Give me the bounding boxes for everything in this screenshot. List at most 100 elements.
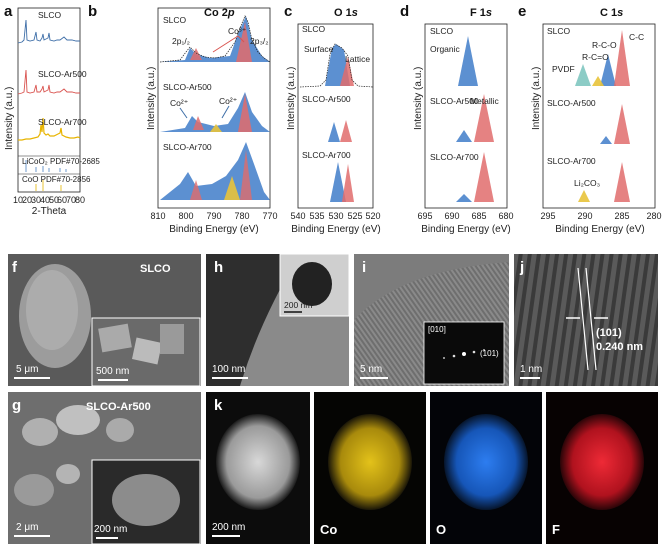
c-xtick: 540: [290, 211, 305, 221]
c-ann-lattice: Lattice: [345, 54, 370, 64]
e-xtick: 280: [646, 211, 661, 221]
h-particle-edge: [206, 254, 300, 386]
b-ann-co2a: Co²⁺: [170, 98, 188, 108]
a-label-slco: SLCO: [38, 10, 62, 20]
e-ann-li2co3: Li₂CO₃: [574, 178, 600, 188]
c-ann-surface: Surface: [304, 44, 334, 54]
a-xtick: 20: [22, 195, 32, 205]
i-fft-spot: [472, 350, 476, 354]
j-lattice-image: [514, 254, 658, 386]
panel-e-title: C 1s: [600, 7, 623, 19]
panel-b-ylabel: Intensity (a.u.): [146, 67, 157, 130]
d-label-slco: SLCO: [430, 26, 454, 36]
g-particle: [22, 418, 58, 446]
d-ann-organic: Organic: [430, 44, 461, 54]
d-xtick: 680: [498, 211, 513, 221]
b-peak-ar500-co2: [210, 124, 222, 132]
h-inset-particle: [292, 262, 332, 306]
panel-c-label: c: [284, 3, 292, 20]
e-xtick: 290: [577, 211, 592, 221]
a-curve-ar700: [18, 117, 81, 141]
i-fft-spot: [483, 349, 485, 351]
b-xtick: 790: [206, 211, 221, 221]
g-inset-scale-label: 200 nm: [94, 524, 127, 535]
b-xtick: 800: [178, 211, 193, 221]
d-xtick: 695: [417, 211, 432, 221]
e-peak-pvdf: [575, 64, 591, 86]
a-ref-coo-sticks: [35, 180, 62, 191]
e-ann-rco: R-C-O: [592, 40, 617, 50]
panel-c-frame: [297, 23, 374, 209]
d-peak-ar700-metallic: [474, 152, 494, 202]
i-scale-label: 5 nm: [360, 364, 382, 375]
panel-e-frame: [542, 23, 656, 209]
b-peak-ar500-co3: [193, 94, 252, 132]
panel-a-xlabel: 2-Theta: [32, 206, 67, 217]
d-peak-ar500-organic: [456, 130, 472, 142]
a-ref1-label: LiCoO₂ PDF#70-2685: [22, 157, 100, 166]
e-peak-ar700-cc: [614, 162, 630, 202]
c-xtick: 530: [328, 211, 343, 221]
panel-g: g SLCO-Ar500 2 μm 200 nm: [8, 392, 201, 545]
j-plane-label: (101): [596, 327, 622, 339]
c-label-ar500: SLCO-Ar500: [302, 94, 351, 104]
b-arrow-co2b: [221, 105, 230, 119]
j-scale-label: 1 nm: [520, 364, 542, 375]
panel-a-ylabel: Intensity (a.u.): [4, 87, 15, 150]
j-spacing-label: 0.240 nm: [596, 341, 643, 353]
d-peak-slco-organic: [458, 36, 478, 86]
d-label-ar500: SLCO-Ar500: [430, 96, 479, 106]
e-peak-ar500-cc: [614, 104, 630, 144]
c-label-slco: SLCO: [302, 24, 326, 34]
panel-b-title: Co 2p: [204, 7, 235, 19]
b-ann-co2b: Co²⁺: [219, 96, 237, 106]
a-xtick: 10: [13, 195, 23, 205]
f-inset-scale-label: 500 nm: [96, 366, 129, 377]
panel-b: b Co 2p Intensity (a.u.) 810 800 790 780…: [88, 3, 278, 235]
e-peak-ar500-rco: [600, 136, 612, 144]
panel-d-label: d: [400, 3, 409, 20]
b-label-slco: SLCO: [163, 15, 187, 25]
e-ann-rcoo: R-C=O: [582, 52, 609, 62]
panel-d-title: F 1s: [470, 7, 492, 19]
b-arrow-co3-a: [212, 35, 239, 53]
k-scale-label: 200 nm: [212, 522, 245, 533]
panel-e: e C 1s Intensity (a.u.) 295 290 285 280 …: [518, 3, 662, 235]
d-peak-ar700-organic: [456, 194, 472, 202]
a-label-ar700: SLCO-Ar700: [38, 117, 87, 127]
panel-b-xlabel: Binding Energy (eV): [169, 224, 259, 235]
panel-e-xlabel: Binding Energy (eV): [555, 224, 645, 235]
panel-c-xlabel: Binding Energy (eV): [291, 224, 381, 235]
panel-d: d F 1s Intensity (a.u.) 695 690 685 680 …: [400, 3, 514, 235]
k-map-f-label: F: [552, 522, 560, 537]
i-fft-center: [462, 352, 466, 356]
b-arrow-co2a: [179, 107, 188, 119]
a-xtick: 50: [49, 195, 59, 205]
d-xtick: 685: [471, 211, 486, 221]
a-xtick: 40: [40, 195, 50, 205]
panel-a: a Intensity (a.u.) 10 20 30 40 50 60 70 …: [4, 3, 100, 217]
k-map-co-particle: [328, 414, 412, 510]
panel-k: k 200 nm Co O F: [206, 392, 658, 544]
e-label-ar700: SLCO-Ar700: [547, 156, 596, 166]
b-xtick: 770: [262, 211, 277, 221]
a-ref2-label: CoO PDF#70-2856: [22, 175, 91, 184]
a-ref-licoo2-sticks: [25, 160, 67, 172]
panel-i: i [010] (101) 5 nm: [354, 254, 509, 386]
e-peak-rcoo: [592, 76, 604, 86]
panel-f: f SLCO 5 μm 500 nm: [8, 254, 201, 387]
c-peak-ar700-lattice: [342, 164, 354, 202]
a-label-ar500: SLCO-Ar500: [38, 69, 87, 79]
panel-d-xlabel: Binding Energy (eV): [421, 224, 511, 235]
b-fit-slco: [159, 15, 271, 63]
panel-h: h 100 nm 200 nm: [206, 253, 350, 386]
c-xtick: 525: [347, 211, 362, 221]
a-xtick: 80: [75, 195, 85, 205]
panel-a-frame: [17, 7, 81, 193]
f-inset-crystal: [131, 337, 163, 365]
b-ann-co3: Co³⁺: [228, 26, 246, 36]
b-xtick: 780: [234, 211, 249, 221]
h-inset-scale-label: 200 nm: [284, 300, 312, 310]
b-ann-p12: 2p₁/₂: [172, 36, 190, 46]
panel-k-label: k: [214, 397, 223, 414]
